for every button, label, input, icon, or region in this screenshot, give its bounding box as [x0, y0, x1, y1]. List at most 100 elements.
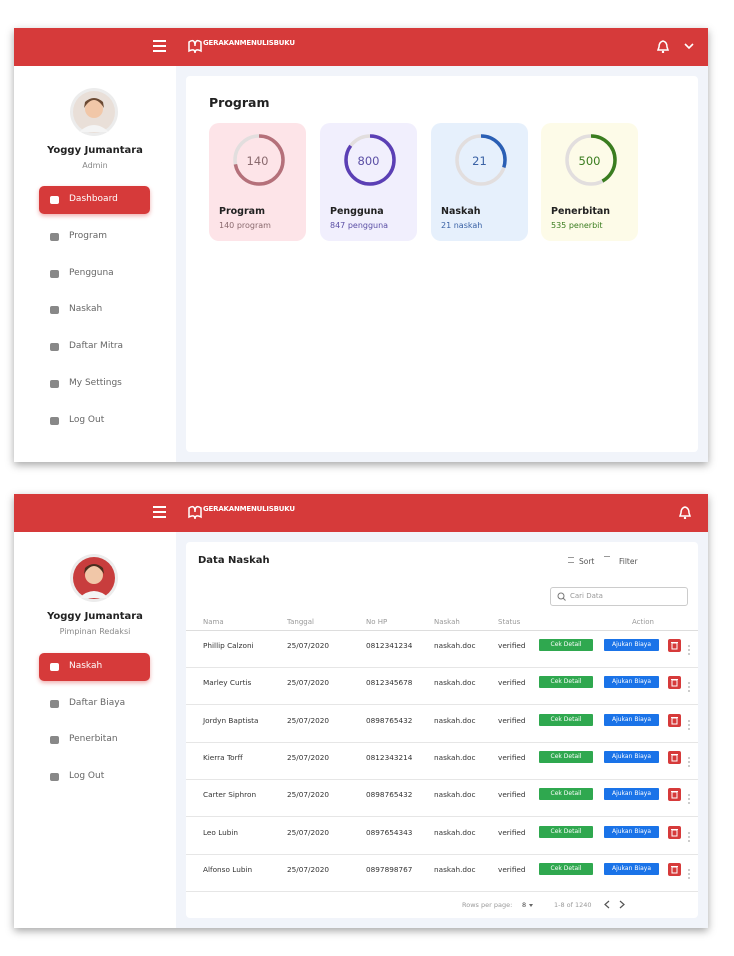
- stat-card[interactable]: [541, 123, 638, 241]
- account-dropdown[interactable]: [684, 43, 694, 50]
- content-card: [186, 542, 698, 918]
- table-cell: naskah.doc: [434, 715, 476, 725]
- menu-item[interactable]: Daftar Biaya: [69, 697, 126, 708]
- menu-item[interactable]: My Settings: [69, 378, 122, 388]
- cek-detail-button[interactable]: Cek Detail: [539, 639, 593, 651]
- delete-button[interactable]: [668, 862, 681, 876]
- prev-page[interactable]: [604, 900, 610, 909]
- menu-toggle[interactable]: [153, 506, 167, 518]
- table-cell: naskah.doc: [434, 790, 476, 800]
- ajukan-biaya-button[interactable]: Ajukan Biaya: [604, 825, 659, 838]
- stat-title: Naskah: [441, 206, 481, 217]
- ajukan-biaya-button[interactable]: Ajukan Biaya: [604, 862, 659, 875]
- table-cell: 25/07/2020: [287, 827, 330, 837]
- progress-ring: [344, 134, 396, 186]
- sort-button[interactable]: Sort: [579, 557, 595, 566]
- row-divider: [186, 741, 698, 743]
- row-divider: [186, 667, 698, 668]
- cek-detail-button[interactable]: Cek Detail: [539, 750, 593, 763]
- table-cell: verified: [498, 864, 526, 874]
- table-cell: 25/07/2020: [287, 790, 330, 800]
- filter-button[interactable]: Filter: [619, 557, 638, 566]
- stat-subtitle: 847 pengguna: [330, 221, 389, 230]
- menu-item[interactable]: Naskah: [69, 661, 103, 671]
- table-cell: 0897654343: [366, 827, 413, 837]
- table-cell: 25/07/2020: [287, 641, 330, 650]
- rows-per-page-select[interactable]: 8: [522, 901, 527, 909]
- stat-value: 140: [246, 154, 269, 168]
- ajukan-biaya-button[interactable]: Ajukan Biaya: [604, 750, 659, 763]
- delete-button[interactable]: [668, 750, 681, 764]
- row-divider: [186, 704, 698, 706]
- user-name: Yoggy Jumantara: [47, 145, 143, 156]
- search-placeholder: Cari Data: [570, 592, 603, 600]
- menu-icon: [50, 699, 59, 708]
- menu-item[interactable]: Pengguna: [69, 267, 114, 278]
- delete-button[interactable]: [668, 676, 681, 690]
- menu-item[interactable]: Log Out: [69, 414, 105, 425]
- more-button[interactable]: [687, 719, 691, 731]
- table-cell: Marley Curtis: [203, 678, 252, 688]
- more-button[interactable]: [687, 793, 691, 805]
- cek-detail-button[interactable]: Cek Detail: [539, 713, 593, 726]
- column-header: Status: [498, 618, 521, 626]
- column-header: Tanggal: [287, 618, 314, 626]
- more-button[interactable]: [687, 644, 691, 656]
- delete-button[interactable]: [668, 825, 681, 839]
- ajukan-biaya-button[interactable]: Ajukan Biaya: [604, 676, 659, 689]
- stat-card[interactable]: [431, 123, 528, 241]
- ajukan-biaya-button[interactable]: Ajukan Biaya: [604, 639, 659, 651]
- stat-card[interactable]: [209, 123, 306, 241]
- cek-detail-button[interactable]: Cek Detail: [539, 825, 593, 838]
- more-button[interactable]: [687, 868, 691, 880]
- table-cell: Leo Lubin: [203, 827, 239, 837]
- row-divider: [186, 890, 698, 892]
- menu-icon: [50, 663, 59, 671]
- stat-title: Penerbitan: [551, 206, 611, 217]
- column-header: No HP: [366, 618, 388, 626]
- menu-item[interactable]: Dashboard: [69, 194, 118, 204]
- cek-detail-button[interactable]: Cek Detail: [539, 676, 593, 689]
- table-cell: naskah.doc: [434, 864, 476, 874]
- ajukan-biaya-button[interactable]: Ajukan Biaya: [604, 788, 659, 801]
- table-cell: Phillip Calzoni: [203, 641, 254, 650]
- rows-per-page-label: Rows per page:: [462, 901, 513, 909]
- progress-ring: [565, 134, 617, 186]
- menu-icon: [50, 196, 59, 204]
- cek-detail-button[interactable]: Cek Detail: [539, 788, 593, 801]
- table-cell: naskah.doc: [434, 827, 476, 837]
- delete-button[interactable]: [668, 788, 681, 802]
- menu-item[interactable]: Log Out: [69, 771, 105, 782]
- menu-item[interactable]: Naskah: [69, 304, 103, 315]
- search-box[interactable]: [550, 587, 688, 606]
- search-icon: [557, 592, 566, 601]
- menu-item[interactable]: Penerbitan: [69, 734, 118, 745]
- table-cell: 25/07/2020: [287, 715, 330, 725]
- header-bar: [14, 494, 708, 532]
- row-divider: [186, 778, 698, 780]
- more-button[interactable]: [687, 831, 691, 843]
- table-cell: 0812343214: [366, 752, 413, 762]
- next-page[interactable]: [619, 900, 625, 909]
- menu-icon: [50, 343, 59, 352]
- notification-bell[interactable]: [657, 40, 669, 53]
- table-cell: Carter Siphron: [203, 790, 257, 800]
- notification-bell[interactable]: [679, 506, 691, 519]
- table-cell: 25/07/2020: [287, 864, 330, 874]
- more-button[interactable]: [687, 681, 691, 693]
- cek-detail-button[interactable]: Cek Detail: [539, 862, 593, 875]
- user-name: Yoggy Jumantara: [47, 611, 143, 622]
- ajukan-biaya-button[interactable]: Ajukan Biaya: [604, 713, 659, 726]
- brand-logo: [188, 505, 202, 520]
- menu-item[interactable]: Program: [69, 230, 107, 241]
- more-button[interactable]: [687, 756, 691, 768]
- menu-toggle[interactable]: [153, 40, 167, 52]
- menu-item[interactable]: Daftar Mitra: [69, 341, 124, 352]
- stat-value: 500: [578, 154, 601, 168]
- progress-ring: [233, 134, 285, 186]
- delete-button[interactable]: [668, 639, 681, 652]
- pagination-range: 1-8 of 1240: [554, 901, 592, 909]
- stat-card[interactable]: [320, 123, 417, 241]
- table-cell: Jordyn Baptista: [203, 715, 259, 725]
- delete-button[interactable]: [668, 713, 681, 727]
